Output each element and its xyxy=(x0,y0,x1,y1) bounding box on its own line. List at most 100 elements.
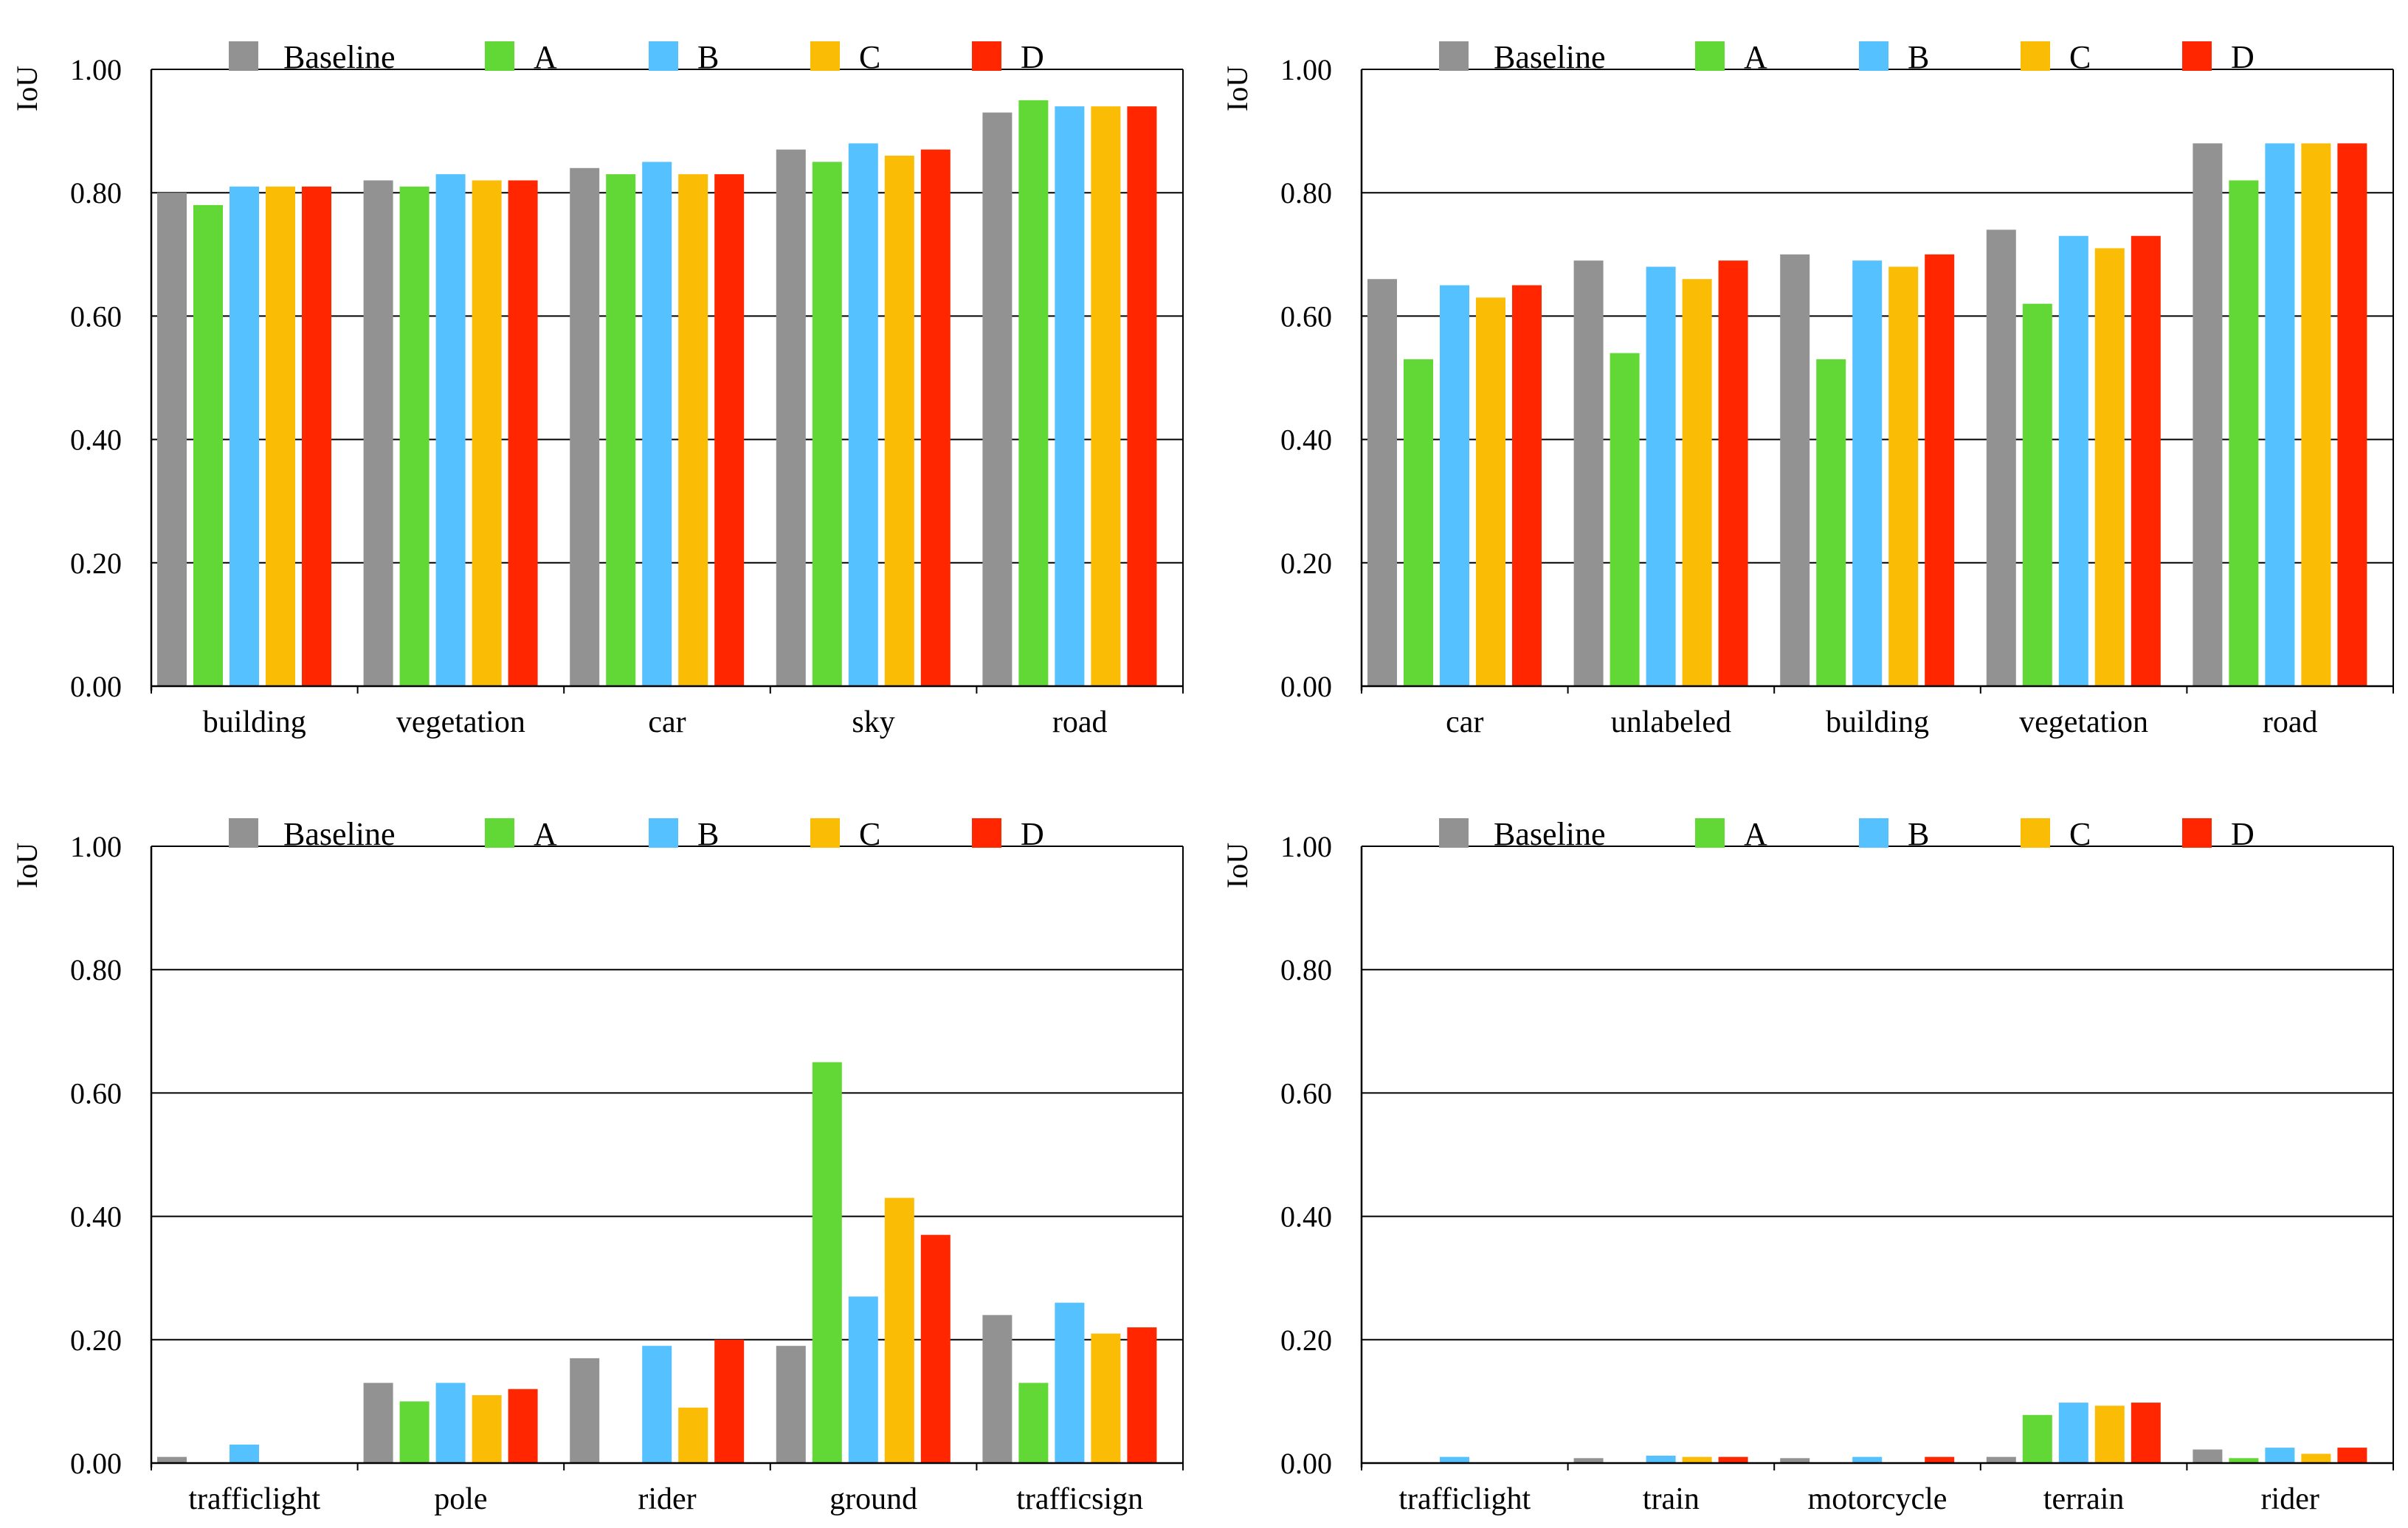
bar-d-train xyxy=(1718,1456,1748,1463)
legend-swatch-baseline xyxy=(1439,41,1469,71)
bar-b-pole xyxy=(435,1383,466,1463)
bar-b-building xyxy=(230,186,259,687)
x-category-label: train xyxy=(1643,1482,1700,1516)
x-category-label: pole xyxy=(434,1482,487,1516)
legend-label-baseline: Baseline xyxy=(1494,816,1606,852)
legend-swatch-a xyxy=(1695,41,1725,71)
bar-b-road xyxy=(2265,143,2295,686)
legend-label-d: D xyxy=(1021,39,1044,75)
bar-a-ground xyxy=(812,1062,842,1463)
legend-label-baseline: Baseline xyxy=(283,816,396,852)
legend-label-a: A xyxy=(1744,39,1767,75)
bar-c-trafficsign xyxy=(1091,1333,1121,1463)
bar-a-road xyxy=(1018,100,1049,687)
bar-c-rider xyxy=(2301,1453,2331,1463)
bar-baseline-vegetation xyxy=(363,180,393,687)
y-tick-label: 0.80 xyxy=(70,953,122,986)
bar-baseline-road xyxy=(982,112,1012,686)
bar-baseline-rider xyxy=(2193,1449,2223,1463)
bar-a-building xyxy=(1816,359,1846,686)
y-tick-label: 0.20 xyxy=(1280,547,1332,580)
bar-a-terrain xyxy=(2022,1414,2052,1463)
bar-baseline-road xyxy=(2193,143,2223,686)
bar-c-terrain xyxy=(2094,1406,2125,1463)
bar-d-building xyxy=(1925,254,1955,686)
bar-b-motorcycle xyxy=(1852,1456,1883,1463)
bar-b-terrain xyxy=(2058,1403,2088,1463)
y-tick-label: 0.20 xyxy=(70,1324,122,1357)
legend-swatch-baseline xyxy=(1439,818,1469,848)
chart-panel-4: 0.00 0.20 0.40 0.60 0.80 1.00 IoU trafficlight t… xyxy=(1221,816,2394,1516)
bar-a-car xyxy=(1404,359,1433,686)
bar-baseline-car xyxy=(570,167,600,686)
x-category-label: ground xyxy=(829,1482,917,1516)
legend-swatch-b xyxy=(1859,41,1888,71)
bar-d-car xyxy=(714,174,745,686)
bar-c-ground xyxy=(884,1197,914,1463)
bar-baseline-rider xyxy=(570,1358,600,1463)
legend-label-c: C xyxy=(2069,816,2091,852)
bar-baseline-sky xyxy=(776,149,806,686)
x-category-label: trafficsign xyxy=(1016,1482,1143,1516)
y-tick-label: 0.80 xyxy=(1280,176,1332,210)
legend-label-d: D xyxy=(2231,39,2255,75)
x-category-label: rider xyxy=(2261,1482,2319,1516)
legend-label-baseline: Baseline xyxy=(283,39,396,75)
x-category-label: car xyxy=(1446,705,1483,739)
legend-swatch-c xyxy=(810,818,840,848)
bar-d-trafficsign xyxy=(1127,1327,1157,1463)
bar-c-vegetation xyxy=(472,180,502,687)
bar-c-vegetation xyxy=(2094,248,2125,686)
bar-d-road xyxy=(1127,106,1157,686)
bar-d-rider xyxy=(2337,1448,2367,1463)
bar-b-vegetation xyxy=(2058,235,2088,687)
y-tick-label: 0.00 xyxy=(1280,670,1332,703)
y-tick-label: 0.60 xyxy=(1280,1076,1332,1110)
legend-label-b: B xyxy=(697,816,719,852)
bar-c-building xyxy=(1888,266,1919,686)
bar-b-train xyxy=(1646,1455,1676,1463)
bar-c-car xyxy=(1476,297,1505,686)
bar-d-building xyxy=(302,186,331,687)
legend-label-b: B xyxy=(697,39,719,75)
bar-a-car xyxy=(606,174,636,686)
legend-swatch-b xyxy=(649,41,678,71)
legend-label-d: D xyxy=(2231,816,2255,852)
bar-d-car xyxy=(1512,285,1542,687)
bar-a-unlabeled xyxy=(1610,353,1640,686)
bar-a-pole xyxy=(399,1401,429,1463)
x-category-label: road xyxy=(1052,705,1108,739)
bar-d-road xyxy=(2337,143,2367,686)
bar-c-train xyxy=(1682,1456,1712,1463)
y-tick-label: 0.80 xyxy=(1280,953,1332,986)
y-axis-label: IoU xyxy=(10,66,44,111)
bar-baseline-trafficlight xyxy=(157,1456,187,1463)
x-category-label: road xyxy=(2263,705,2318,739)
bar-d-sky xyxy=(920,149,951,686)
y-tick-label: 1.00 xyxy=(70,53,122,86)
legend-label-c: C xyxy=(859,816,880,852)
y-tick-label: 0.20 xyxy=(1280,1324,1332,1357)
bar-a-trafficsign xyxy=(1018,1383,1049,1463)
legend-label-a: A xyxy=(1744,816,1767,852)
bar-baseline-building xyxy=(1780,254,1810,686)
legend-swatch-c xyxy=(810,41,840,71)
bar-c-rider xyxy=(678,1407,708,1463)
bar-d-pole xyxy=(508,1389,538,1463)
bar-b-trafficlight xyxy=(1440,1456,1469,1463)
bar-b-road xyxy=(1055,106,1085,686)
bar-baseline-building xyxy=(157,193,187,686)
bar-baseline-motorcycle xyxy=(1780,1458,1810,1463)
bar-c-unlabeled xyxy=(1682,279,1712,686)
legend-label-b: B xyxy=(1908,39,1929,75)
legend-label-b: B xyxy=(1908,816,1929,852)
legend-swatch-d xyxy=(972,41,1001,71)
x-category-label: car xyxy=(648,705,686,739)
x-category-label: sky xyxy=(852,705,894,739)
y-tick-label: 0.40 xyxy=(1280,1200,1332,1234)
bar-d-terrain xyxy=(2131,1403,2161,1463)
bar-a-vegetation xyxy=(2022,303,2052,686)
x-category-label: trafficlight xyxy=(1398,1482,1531,1516)
legend-swatch-baseline xyxy=(229,41,258,71)
